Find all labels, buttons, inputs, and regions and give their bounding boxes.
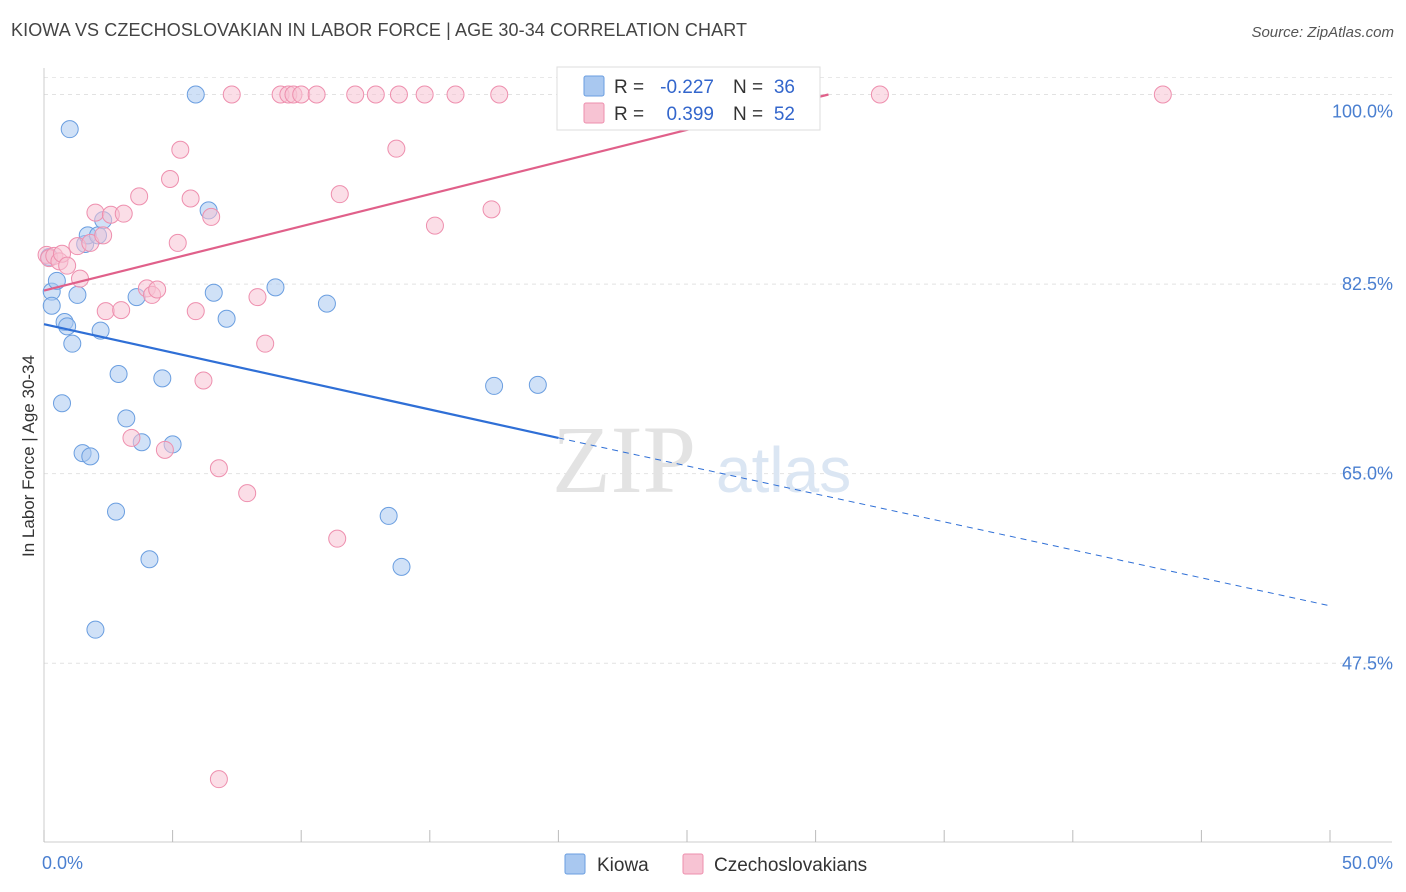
- point-czechoslovakians: [238, 484, 257, 503]
- point-czechoslovakians: [307, 85, 326, 104]
- tick-labels: 47.5% 65.0% 82.5% 100.0% 0.0% 50.0%: [42, 102, 1393, 874]
- point-czechoslovakians: [482, 200, 501, 219]
- point-czechoslovakians: [415, 85, 434, 104]
- gridlines: [44, 77, 1392, 664]
- point-czechoslovakians: [446, 85, 465, 104]
- point-kiowa: [47, 271, 66, 290]
- legend-swatch-kiowa: [583, 75, 605, 97]
- legend-r-value-czechoslovakians: 0.399: [666, 104, 714, 125]
- point-kiowa: [204, 283, 223, 302]
- point-czechoslovakians: [490, 85, 509, 104]
- axes: [43, 68, 1392, 843]
- bottom-legend: Kiowa Czechoslovakians: [564, 853, 867, 876]
- point-kiowa: [266, 278, 285, 297]
- source-label: Source: ZipAtlas.com: [1251, 24, 1394, 41]
- point-czechoslovakians: [181, 189, 200, 208]
- point-czechoslovakians: [161, 170, 180, 188]
- y-tick-label: 82.5%: [1342, 274, 1393, 294]
- point-czechoslovakians: [209, 770, 228, 789]
- point-czechoslovakians: [256, 334, 275, 353]
- point-kiowa: [317, 294, 336, 313]
- data-points: [37, 85, 1172, 789]
- point-czechoslovakians: [209, 459, 228, 478]
- legend-n-value-kiowa: 36: [774, 77, 795, 98]
- y-tick-label: 65.0%: [1342, 464, 1393, 484]
- legend-n-label-czechoslovakians: N =: [733, 104, 763, 125]
- point-kiowa: [86, 620, 105, 639]
- bottom-legend-swatch-czechoslovakians: [682, 853, 704, 875]
- point-kiowa: [153, 369, 172, 388]
- point-czechoslovakians: [71, 269, 90, 288]
- watermark-zip: ZIP: [552, 406, 696, 513]
- x-tick-label: 50.0%: [1342, 853, 1393, 873]
- point-czechoslovakians: [346, 85, 365, 104]
- point-kiowa: [42, 296, 61, 315]
- x-tick-label: 0.0%: [42, 853, 83, 873]
- legend-r-label-kiowa: R =: [614, 77, 644, 98]
- point-czechoslovakians: [870, 85, 889, 104]
- point-czechoslovakians: [202, 207, 221, 226]
- point-kiowa: [60, 120, 79, 139]
- point-czechoslovakians: [330, 185, 349, 204]
- point-kiowa: [53, 394, 72, 413]
- point-czechoslovakians: [425, 216, 444, 235]
- point-czechoslovakians: [186, 302, 205, 321]
- point-czechoslovakians: [86, 203, 105, 222]
- point-kiowa: [107, 502, 126, 521]
- legend-r-value-kiowa: -0.227: [660, 77, 714, 98]
- chart-title: KIOWA VS CZECHOSLOVAKIAN IN LABOR FORCE …: [11, 20, 748, 40]
- point-czechoslovakians: [58, 256, 77, 275]
- point-kiowa: [485, 376, 504, 395]
- point-kiowa: [379, 506, 398, 525]
- trend-extension-kiowa: [558, 437, 1331, 607]
- point-czechoslovakians: [389, 85, 408, 104]
- legend-r-label-czechoslovakians: R =: [614, 104, 644, 125]
- bottom-legend-label-kiowa: Kiowa: [597, 855, 649, 876]
- point-kiowa: [81, 447, 100, 466]
- point-czechoslovakians: [114, 204, 133, 223]
- point-czechoslovakians: [130, 187, 149, 206]
- legend-swatch-czechoslovakians: [583, 102, 605, 124]
- legend-n-value-czechoslovakians: 52: [774, 104, 795, 125]
- point-czechoslovakians: [1153, 85, 1172, 104]
- point-czechoslovakians: [248, 288, 267, 307]
- point-kiowa: [392, 557, 411, 576]
- trend-lines: [43, 93, 1331, 607]
- y-tick-label: 100.0%: [1332, 102, 1393, 122]
- watermark-atlas: atlas: [716, 434, 851, 506]
- point-czechoslovakians: [112, 301, 131, 320]
- point-kiowa: [58, 317, 77, 336]
- point-czechoslovakians: [171, 140, 190, 159]
- point-czechoslovakians: [122, 428, 141, 447]
- point-czechoslovakians: [155, 440, 174, 459]
- legend: R = -0.227 N = 36 R = 0.399 N = 52: [556, 66, 821, 131]
- legend-n-label-kiowa: N =: [733, 77, 763, 98]
- point-czechoslovakians: [94, 226, 113, 245]
- point-kiowa: [186, 85, 205, 104]
- point-kiowa: [68, 285, 87, 304]
- bottom-legend-label-czechoslovakians: Czechoslovakians: [714, 855, 867, 876]
- watermark: ZIP atlas: [552, 406, 851, 513]
- point-czechoslovakians: [387, 139, 406, 158]
- point-czechoslovakians: [96, 302, 115, 321]
- point-kiowa: [117, 409, 136, 428]
- point-czechoslovakians: [168, 233, 187, 252]
- bottom-legend-swatch-kiowa: [564, 853, 586, 875]
- point-kiowa: [109, 365, 128, 383]
- point-czechoslovakians: [366, 85, 385, 104]
- y-tick-label: 47.5%: [1342, 653, 1393, 673]
- point-czechoslovakians: [292, 85, 311, 104]
- point-czechoslovakians: [194, 371, 213, 390]
- point-czechoslovakians: [328, 529, 347, 548]
- point-kiowa: [528, 375, 547, 394]
- y-axis-title: In Labor Force | Age 30-34: [19, 355, 38, 557]
- point-kiowa: [217, 309, 236, 328]
- trend-line-kiowa: [43, 323, 559, 439]
- point-kiowa: [63, 334, 82, 353]
- point-czechoslovakians: [222, 85, 241, 104]
- point-czechoslovakians: [148, 280, 167, 299]
- point-kiowa: [140, 550, 159, 569]
